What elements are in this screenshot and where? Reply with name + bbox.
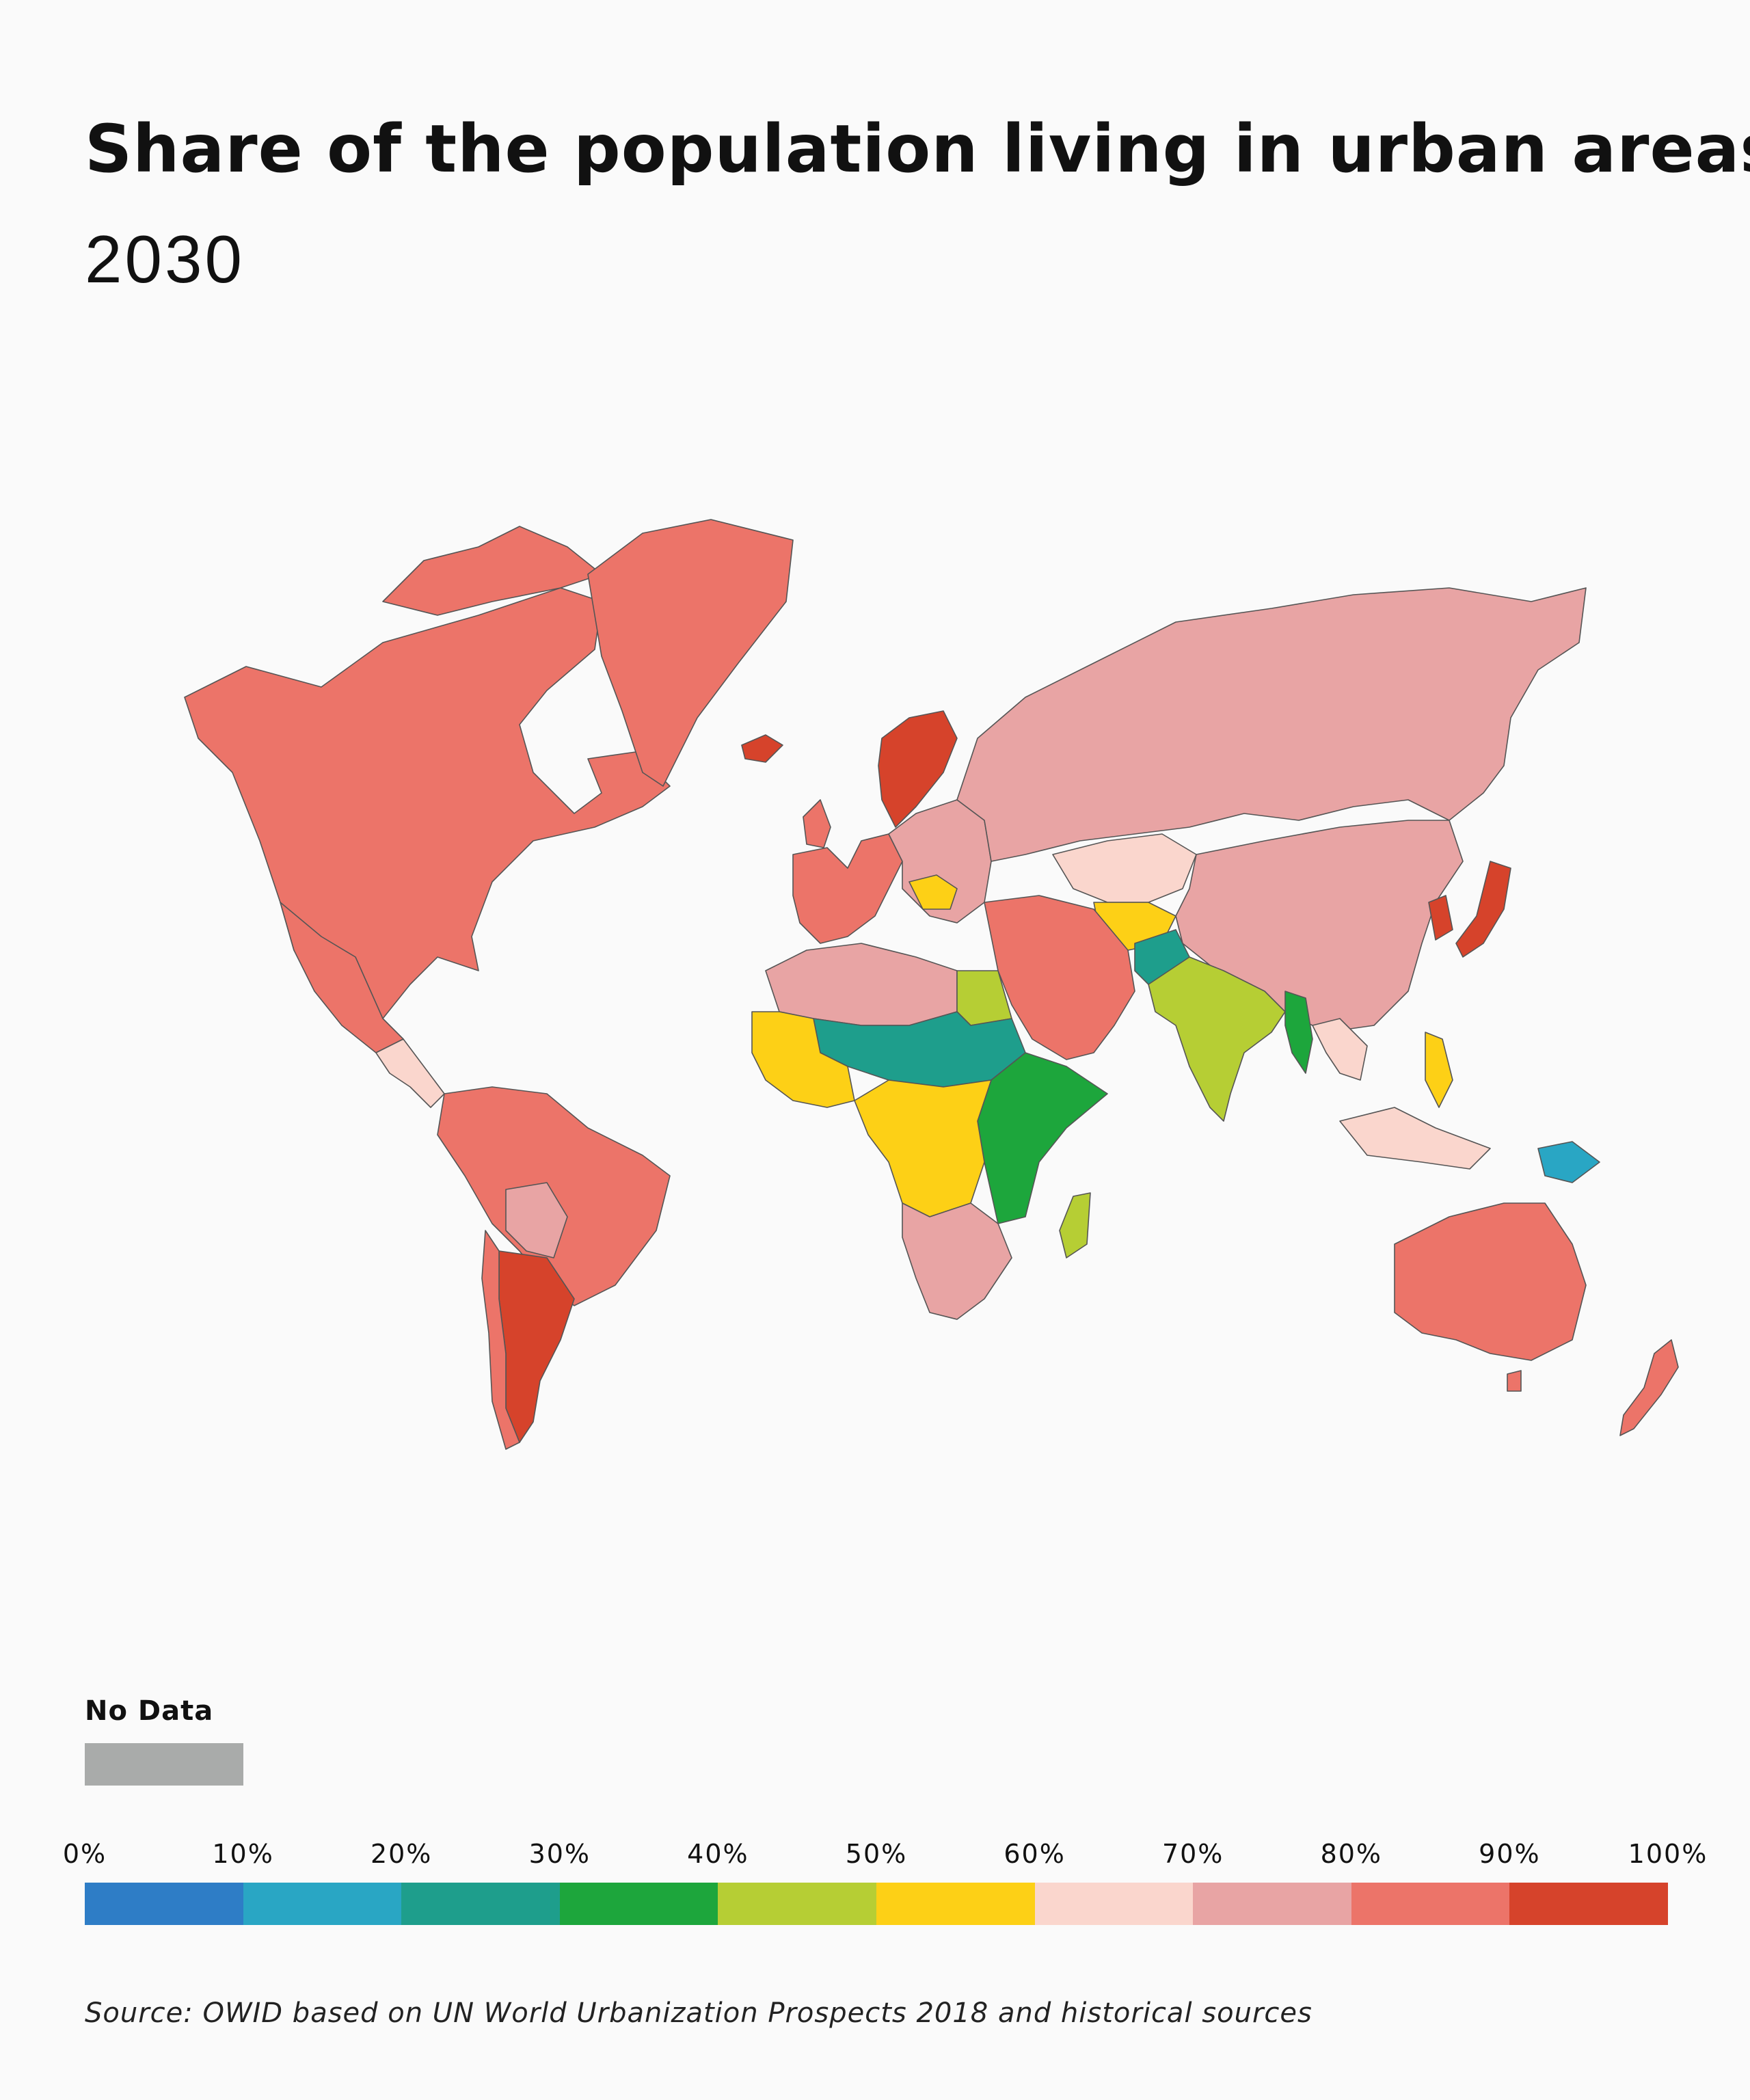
region-philippines: [1425, 1032, 1453, 1108]
region-north-america: [184, 587, 671, 1019]
legend-tick-label: 0%: [62, 1839, 107, 1869]
legend-tick-label: 20%: [370, 1839, 433, 1869]
region-southern-africa: [902, 1202, 1012, 1320]
region-arctic-islands: [382, 526, 602, 616]
region-central-africa: [854, 1079, 992, 1217]
source-note: Source: OWID based on UN World Urbanizat…: [85, 1997, 1312, 2029]
region-western-europe: [792, 833, 903, 944]
legend-bin-5: [876, 1883, 1035, 1925]
region-greenland: [587, 519, 794, 787]
region-png: [1537, 1141, 1600, 1183]
region-new-zealand: [1619, 1339, 1679, 1436]
legend-tick-label: 70%: [1161, 1839, 1224, 1869]
chart-title: Share of the population living in urban …: [85, 111, 1750, 187]
region-bolivia-paraguay: [505, 1182, 568, 1258]
region-iceland: [741, 734, 783, 763]
legend-tick-label: 100%: [1628, 1839, 1708, 1869]
legend-bin-3: [559, 1883, 718, 1925]
legend-color-scale: [85, 1883, 1668, 1925]
no-data-swatch: [85, 1743, 243, 1786]
legend-tick-label: 80%: [1320, 1839, 1383, 1869]
legend-bin-4: [718, 1883, 876, 1925]
legend-bin-2: [401, 1883, 560, 1925]
legend-bin-9: [1509, 1883, 1668, 1925]
legend-tick-label: 30%: [528, 1839, 591, 1869]
legend-bin-7: [1193, 1883, 1351, 1925]
region-scandinavia: [878, 710, 958, 828]
region-tasmania: [1507, 1370, 1522, 1392]
region-chile: [481, 1230, 520, 1450]
legend-tick-label: 50%: [845, 1839, 908, 1869]
legend-tick-label: 40%: [687, 1839, 749, 1869]
legend-bin-8: [1351, 1883, 1510, 1925]
region-korea: [1428, 895, 1453, 941]
legend-bin-0: [85, 1883, 243, 1925]
region-china-mongolia: [1175, 820, 1464, 1033]
no-data-label: No Data: [85, 1695, 214, 1727]
region-australia: [1394, 1202, 1587, 1361]
region-kazakhstan: [1052, 833, 1197, 903]
world-map: [184, 519, 1679, 1450]
region-central-america: [375, 1038, 445, 1108]
region-north-africa: [765, 943, 958, 1026]
region-uk: [803, 799, 831, 848]
region-myanmar: [1284, 991, 1313, 1074]
legend-ticks: 0% 10% 20% 30% 40% 50% 60% 70% 80% 90% 100%: [0, 1839, 1750, 1873]
legend-tick-label: 60%: [1004, 1839, 1066, 1869]
chart-subtitle: 2030: [85, 221, 245, 297]
region-indonesia: [1339, 1107, 1491, 1170]
legend-bin-1: [243, 1883, 402, 1925]
region-madagascar: [1059, 1192, 1091, 1258]
region-russia: [956, 587, 1587, 862]
legend-tick-label: 90%: [1479, 1839, 1541, 1869]
region-india: [1148, 956, 1286, 1122]
region-se-asia: [1312, 1018, 1368, 1081]
legend-bin-6: [1034, 1883, 1194, 1925]
region-japan: [1455, 861, 1511, 958]
region-balkans: [908, 874, 958, 910]
legend-tick-label: 10%: [212, 1839, 274, 1869]
